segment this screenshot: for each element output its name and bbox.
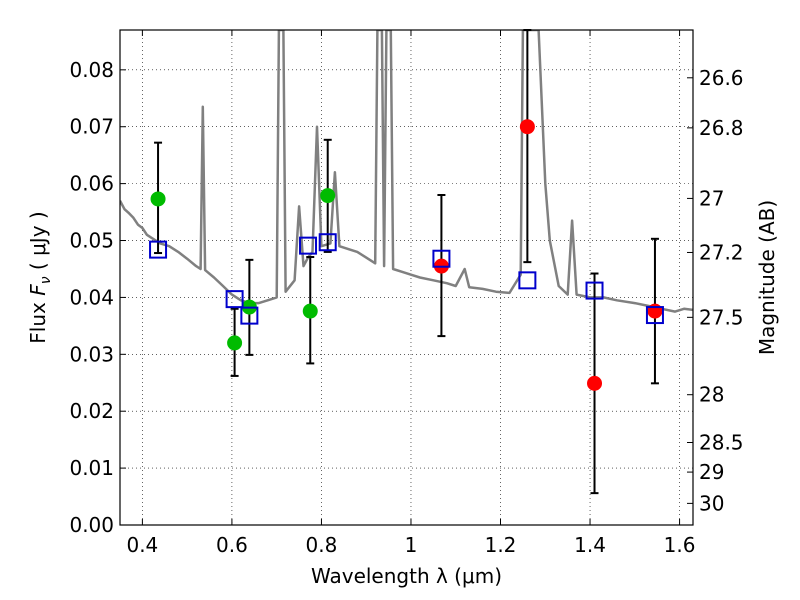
open-square-point (585, 281, 604, 300)
ylabel-part: Flux (26, 296, 50, 344)
x-tick-label: 0.6 (216, 533, 248, 557)
spectrum-layer (120, 30, 693, 313)
y-axis-label: Flux Fν ( μJy ) (26, 211, 54, 343)
right-tick-label: 30 (699, 491, 724, 515)
right-tick-label: 26.8 (699, 116, 744, 140)
open-square-point (299, 236, 318, 255)
x-axis-label: Wavelength λ (μm) (311, 564, 502, 588)
data-markers (149, 119, 664, 391)
plot-frame (119, 29, 694, 526)
open-square-point (240, 306, 259, 325)
spectrum-line (120, 30, 693, 313)
circle-point (302, 303, 318, 319)
right-tick-label: 27.5 (699, 305, 744, 329)
open-square-point (645, 306, 664, 325)
open-square-point (318, 233, 337, 252)
y-tick-label: 0.02 (69, 399, 114, 423)
y-tick-label: 0.03 (69, 342, 114, 366)
open-square-point (225, 290, 244, 309)
open-square-point (432, 249, 451, 268)
x-tick-label: 0.8 (306, 533, 338, 557)
ylabel-symbol: F (26, 284, 50, 296)
right-tick-label: 27 (699, 186, 724, 210)
circle-point (320, 188, 336, 204)
open-square-point (518, 271, 537, 290)
ylabel-subscript: ν (38, 276, 54, 284)
right-tick-label: 27.2 (699, 240, 744, 264)
right-axis-label: Magnitude (AB) (755, 200, 779, 355)
grid-lines (120, 30, 693, 526)
y-tick-label: 0.01 (69, 456, 114, 480)
right-tick-label: 29 (699, 460, 724, 484)
x-tick-label: 1.4 (574, 533, 606, 557)
right-tick-label: 26.6 (699, 66, 744, 90)
y-tick-label: 0.00 (69, 513, 114, 537)
plot-area (119, 29, 694, 526)
x-tick-label: 1.2 (485, 533, 517, 557)
x-tick-label: 0.4 (126, 533, 158, 557)
y-tick-label: 0.04 (69, 285, 114, 309)
right-tick-label: 28 (699, 383, 724, 407)
circle-point (227, 335, 243, 351)
axis-ticks: 0.4 0.6 0.8 1 1.2 1.4 1.6 0.00 0.01 0.02 0.03 0.04 0… (69, 30, 744, 557)
x-tick-label: 1.6 (664, 533, 696, 557)
circle-point (150, 191, 166, 207)
circle-point (519, 119, 535, 135)
open-square-point (149, 240, 168, 259)
y-tick-label: 0.06 (69, 172, 114, 196)
y-tick-label: 0.08 (69, 58, 114, 82)
ylabel-part: ( μJy ) (26, 211, 50, 276)
x-tick-label: 1 (405, 533, 418, 557)
y-tick-label: 0.07 (69, 115, 114, 139)
error-bars (154, 29, 659, 495)
y-tick-label: 0.05 (69, 229, 114, 253)
circle-point (587, 375, 603, 391)
right-tick-label: 28.5 (699, 431, 744, 455)
